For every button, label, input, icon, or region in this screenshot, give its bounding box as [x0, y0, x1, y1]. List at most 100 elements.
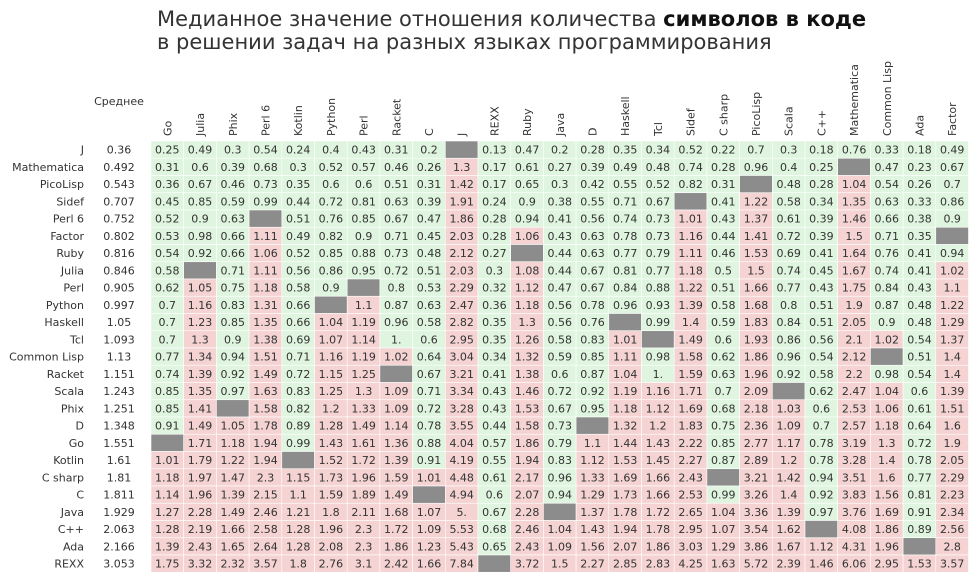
cell-value: 1.4: [878, 454, 896, 467]
cell-value: 1.17: [776, 437, 801, 450]
cell-value: 0.9: [355, 230, 373, 243]
cell-value: 1.96: [188, 489, 213, 502]
cell-value: 0.63: [580, 247, 605, 260]
cell-value: 0.85: [155, 402, 180, 415]
cell-value: 3.04: [449, 351, 474, 364]
cell-value: 1.03: [776, 402, 801, 415]
cell-value: 0.87: [711, 454, 736, 467]
cell-value: 0.88: [646, 282, 671, 295]
cell-value: 0.63: [384, 195, 409, 208]
cell-value: 0.9: [943, 213, 961, 226]
cell-value: 0.44: [482, 420, 507, 433]
cell-value: 0.32: [482, 282, 507, 295]
row-average: 0.802: [103, 230, 135, 243]
cell-value: 1.07: [417, 506, 442, 519]
row-label: Mathematica: [12, 161, 84, 174]
cell-value: 4.25: [678, 558, 703, 571]
cell-value: 0.76: [580, 316, 605, 329]
row-label: Sidef: [56, 195, 85, 208]
cell-value: 1.53: [515, 402, 540, 415]
cell-value: 0.85: [580, 351, 605, 364]
cell-value: 2.19: [188, 523, 213, 536]
cell-value: 2.29: [449, 282, 474, 295]
cell-value: 0.34: [646, 144, 671, 157]
cell-value: 0.66: [286, 316, 311, 329]
cell-value: 0.96: [744, 161, 769, 174]
column-header: REXX: [488, 106, 501, 136]
cell-value: 1.3: [878, 437, 896, 450]
cell-value: 0.51: [907, 351, 932, 364]
cell-value: 0.63: [580, 230, 605, 243]
row-label: Scala: [54, 385, 84, 398]
cell-value: 2.12: [842, 351, 867, 364]
cell-value: 2.42: [384, 558, 409, 571]
cell-value: 0.98: [188, 230, 213, 243]
cell-value: 1.04: [711, 506, 736, 519]
cell-value: 1.49: [384, 489, 409, 502]
cell-value: 0.71: [286, 351, 311, 364]
cell-value: 0.67: [384, 213, 409, 226]
cell-value: 1.96: [351, 471, 376, 484]
cell-value: 2.47: [842, 385, 867, 398]
cell-value: 0.85: [155, 385, 180, 398]
cell-value: 3.36: [744, 506, 769, 519]
cell-value: 1.07: [711, 523, 736, 536]
cell-value: 0.61: [776, 213, 801, 226]
cell-value: 5.72: [744, 558, 769, 571]
cell-value: 1.46: [842, 213, 867, 226]
cell-value: 3.21: [744, 471, 769, 484]
cell-value: 1.86: [515, 437, 540, 450]
heatmap-cell-empty: [837, 157, 871, 176]
cell-value: 2.57: [842, 420, 867, 433]
cell-value: 0.25: [809, 161, 834, 174]
cell-value: 0.52: [646, 178, 671, 191]
cell-value: 0.28: [482, 213, 507, 226]
cell-value: 1.18: [875, 420, 900, 433]
column-header: Scala: [783, 106, 796, 136]
cell-value: 0.63: [417, 299, 442, 312]
cell-value: 1.06: [875, 402, 900, 415]
cell-value: 7.84: [449, 558, 474, 571]
cell-value: 0.56: [548, 316, 573, 329]
cell-value: 0.59: [711, 316, 736, 329]
cell-value: 0.65: [482, 540, 507, 553]
cell-value: 0.41: [548, 213, 573, 226]
cell-value: 0.96: [548, 471, 573, 484]
cell-value: 1.22: [678, 282, 703, 295]
cell-value: 0.26: [907, 178, 932, 191]
cell-value: 0.6: [191, 161, 209, 174]
cell-value: 0.8: [388, 282, 406, 295]
cell-value: 1.11: [253, 230, 278, 243]
cell-value: 4.04: [449, 437, 474, 450]
cell-value: 0.31: [384, 144, 409, 157]
cell-value: 0.41: [809, 247, 834, 260]
row-average: 1.551: [103, 437, 135, 450]
cell-value: 0.52: [286, 247, 311, 260]
row-label: C: [76, 489, 84, 502]
cell-value: 1.69: [875, 506, 900, 519]
cell-value: 0.45: [809, 264, 834, 277]
cell-value: 1.4: [682, 316, 700, 329]
cell-value: 0.6: [715, 333, 733, 346]
cell-value: 2.43: [515, 540, 540, 553]
cell-value: 0.76: [875, 247, 900, 260]
cell-value: 4.19: [449, 454, 474, 467]
cell-value: 1.23: [417, 540, 442, 553]
cell-value: 0.3: [551, 178, 569, 191]
cell-value: 1.42: [449, 178, 474, 191]
cell-value: 1.28: [286, 540, 311, 553]
cell-value: 1.86: [384, 540, 409, 553]
cell-value: 0.54: [907, 368, 932, 381]
cell-value: 0.83: [286, 385, 311, 398]
cell-value: 0.92: [188, 247, 213, 260]
cell-value: 0.79: [646, 247, 671, 260]
column-header: Sidef: [685, 107, 698, 136]
cell-value: 0.74: [875, 264, 900, 277]
cell-value: 3.76: [842, 506, 867, 519]
cell-value: 1.41: [744, 230, 769, 243]
cell-value: 3.19: [842, 437, 867, 450]
cell-value: 1.42: [776, 471, 801, 484]
chart-title: Медианное значение отношения количества …: [157, 8, 866, 54]
cell-value: 1.29: [711, 540, 736, 553]
cell-value: 0.51: [809, 316, 834, 329]
